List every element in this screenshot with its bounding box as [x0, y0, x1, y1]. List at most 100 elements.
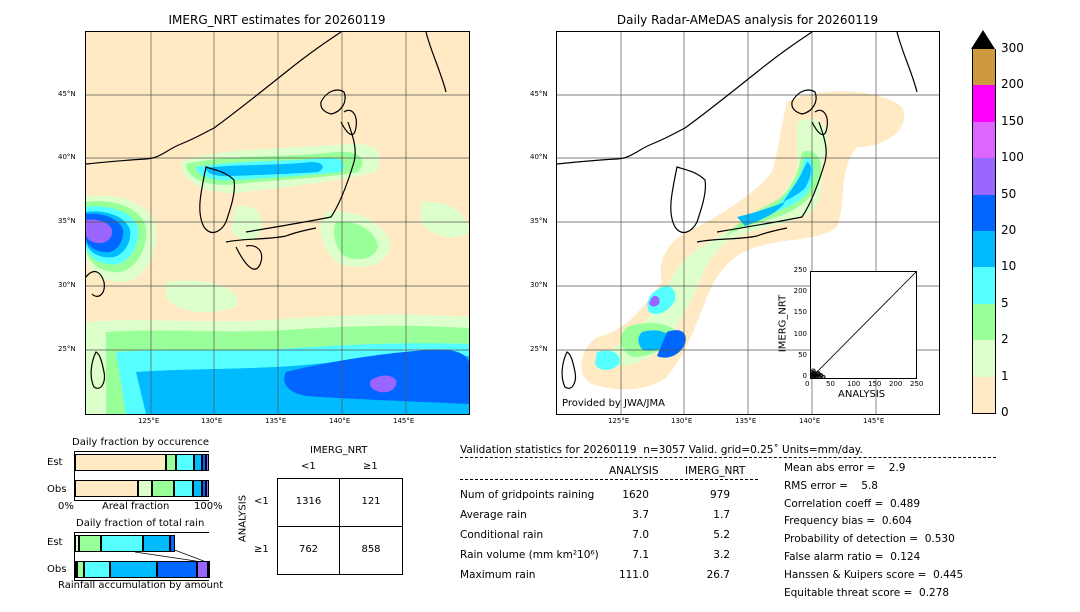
- scatter-xtick: 50: [826, 380, 835, 388]
- fraction-bar-segment: [143, 535, 170, 552]
- fraction-bar-segment: [175, 454, 195, 471]
- scatter-xtick: 100: [847, 380, 861, 388]
- rain-fraction-xlabel: Rainfall accumulation by amount: [58, 580, 224, 591]
- validation-header: Validation statistics for 20260119 n=305…: [460, 444, 863, 456]
- colorbar-segment: [972, 267, 996, 304]
- occurrence-chart: [74, 451, 209, 501]
- right-lat-label-30: 30°N: [530, 281, 548, 289]
- left-lat-label-35: 35°N: [58, 217, 76, 225]
- imerg-map: [85, 31, 470, 415]
- occurrence-obs-label: Obs: [47, 484, 67, 495]
- fraction-bar-segment: [77, 561, 84, 578]
- contingency-row-label-lt1: <1: [254, 496, 269, 507]
- scatter-ytick: 250: [793, 266, 807, 274]
- validation-score: Correlation coeff = 0.489: [784, 497, 920, 510]
- stat-imerg-conditional: 5.2: [713, 529, 730, 541]
- colorbar-segment: [972, 49, 996, 86]
- fraction-bar-segment: [165, 454, 176, 471]
- left-lat-label-45: 45°N: [58, 90, 76, 98]
- colorbar-tick-label: 0: [1001, 405, 1009, 419]
- colorbar-segment: [972, 121, 996, 159]
- scatter-plot: [809, 271, 917, 380]
- stat-imerg-average: 1.7: [713, 509, 730, 521]
- contingency-row-label-ge1: ≥1: [254, 544, 269, 555]
- scatter-xlabel: ANALYSIS: [838, 389, 886, 400]
- validation-score: Probability of detection = 0.530: [784, 533, 955, 546]
- scatter-ytick: 200: [793, 287, 807, 296]
- fraction-bar-segment: [207, 561, 210, 578]
- rain-fraction-chart: [74, 532, 210, 581]
- fraction-bar-segment: [170, 535, 176, 552]
- scatter-xtick: 150: [868, 380, 882, 388]
- left-map-title: IMERG_NRT estimates for 20260119: [168, 13, 386, 27]
- rain-fraction-est-label: Est: [47, 537, 63, 548]
- left-lon-label-145: 145°E: [393, 417, 415, 425]
- validation-divider-cols: [460, 479, 758, 480]
- scatter-ylabel: IMERG_NRT: [777, 294, 789, 353]
- rain-fraction-est-bar: [75, 535, 209, 552]
- contingency-cell-11: 858: [361, 544, 381, 555]
- occurrence-left-tick: 0%: [58, 501, 74, 512]
- fraction-bar-segment: [100, 535, 144, 552]
- scatter-ytick: 150: [793, 308, 807, 317]
- right-lon-label-135: 135°E: [735, 417, 757, 425]
- stat-label-volume: Rain volume (mm km²10⁶): [460, 549, 599, 561]
- scatter-point: [813, 371, 818, 376]
- fraction-bar-segment: [152, 480, 174, 497]
- contingency-cell-00: 1316: [295, 496, 322, 507]
- left-lon-label-130: 130°E: [201, 417, 223, 425]
- right-lat-label-35: 35°N: [530, 217, 548, 225]
- stat-label-average: Average rain: [460, 509, 527, 521]
- colorbar-tick-label: 200: [1001, 77, 1024, 92]
- colorbar-tick-label: 2: [1001, 332, 1009, 347]
- fraction-bar-segment: [192, 480, 202, 497]
- colorbar-tick-label: 10: [1001, 259, 1017, 274]
- right-lon-label-130: 130°E: [671, 417, 693, 425]
- stat-analysis-conditional: 7.0: [632, 529, 649, 541]
- fraction-bar-segment: [75, 561, 78, 578]
- contingency-col-header: IMERG_NRT: [310, 445, 368, 456]
- right-map-title: Daily Radar-AMeDAS analysis for 20260119: [616, 13, 879, 27]
- validation-col1-header: ANALYSIS: [609, 465, 659, 477]
- colorbar-tick-label: 300: [1001, 41, 1024, 55]
- fraction-bar-segment: [137, 480, 153, 497]
- colorbar-extend-arrow: [971, 30, 995, 49]
- stat-imerg-volume: 3.2: [713, 549, 730, 561]
- fraction-bar-segment: [75, 535, 80, 552]
- scatter-ytick: 50: [798, 350, 807, 359]
- occurrence-right-tick: 100%: [194, 501, 223, 512]
- right-lat-label-25: 25°N: [530, 345, 548, 353]
- stat-imerg-gridpoints: 979: [709, 489, 730, 501]
- scatter-ytick: 100: [793, 329, 807, 338]
- rain-fraction-obs-label: Obs: [47, 564, 67, 575]
- colorbar-segment: [972, 340, 996, 377]
- stat-analysis-maximum: 111.0: [618, 569, 649, 581]
- fraction-bar-segment: [201, 480, 206, 497]
- colorbar-segment: [972, 194, 996, 231]
- occurrence-est-label: Est: [47, 457, 63, 468]
- contingency-col-label-ge1: ≥1: [363, 461, 378, 472]
- stat-analysis-volume: 7.1: [632, 549, 649, 561]
- scatter-xtick: 200: [889, 380, 903, 388]
- right-lat-label-45: 45°N: [530, 90, 548, 98]
- fraction-bar-segment: [83, 561, 111, 578]
- validation-col2-header: IMERG_NRT: [685, 465, 746, 477]
- colorbar-segment: [972, 376, 996, 414]
- contingency-cell-10: 762: [298, 544, 319, 555]
- left-lon-label-125: 125°E: [138, 417, 160, 425]
- fraction-bar-segment: [75, 480, 138, 497]
- left-lon-label-140: 140°E: [329, 417, 351, 425]
- validation-score: Hanssen & Kuipers score = 0.445: [784, 568, 964, 581]
- right-lon-label-145: 145°E: [863, 417, 885, 425]
- contingency-col-label-lt1: <1: [301, 461, 316, 472]
- colorbar-segment: [972, 158, 996, 195]
- stat-label-gridpoints: Num of gridpoints raining: [460, 489, 595, 501]
- contingency-cell-01: 121: [361, 496, 381, 507]
- fraction-bar-segment: [79, 535, 101, 552]
- stat-analysis-average: 3.7: [632, 509, 649, 521]
- validation-score: Frequency bias = 0.604: [784, 515, 912, 528]
- fraction-bar-segment: [196, 561, 208, 578]
- scatter-xtick: 250: [910, 380, 924, 388]
- fraction-bar-segment: [194, 454, 202, 471]
- left-lat-label-30: 30°N: [58, 281, 76, 289]
